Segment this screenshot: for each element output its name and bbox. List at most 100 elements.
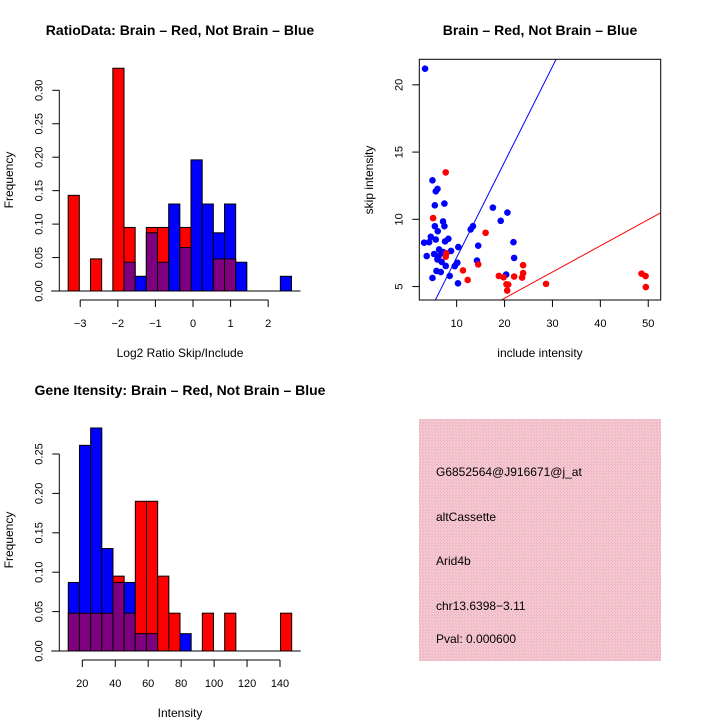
not-brain-point <box>431 222 439 230</box>
y-tick-label: 15 <box>393 146 405 158</box>
y-tick-label: 0.20 <box>33 483 45 504</box>
overlap-bar <box>145 232 159 292</box>
y-tick-label: 0.05 <box>33 601 45 622</box>
not-brain-point <box>497 217 505 225</box>
not-brain-point <box>442 262 450 270</box>
not-brain-point <box>445 235 452 243</box>
x-tick-label: 80 <box>175 678 187 690</box>
not-brain-point <box>432 188 440 195</box>
scatter-ylabel: skip intensity <box>362 146 376 215</box>
brain-point <box>429 214 437 222</box>
not-brain-point <box>455 243 462 251</box>
brain-point <box>519 261 527 269</box>
overlap-bar <box>67 612 80 652</box>
not-brain-bar <box>179 633 192 652</box>
ratio-ylabel: Frequency <box>2 152 16 209</box>
brain-point <box>482 229 489 237</box>
overlap-bar <box>179 247 192 292</box>
x-tick-label: 10 <box>451 318 463 330</box>
overlap-bar <box>101 612 114 652</box>
intensity-title: Gene Itensity: Brain – Red, Not Brain – … <box>35 382 326 398</box>
brain-bar <box>134 500 147 652</box>
x-tick-label: 50 <box>642 318 654 330</box>
brain-bar <box>145 500 159 652</box>
overlap-bar <box>78 612 92 652</box>
brain-point <box>504 281 512 288</box>
x-tick-label: 20 <box>498 318 510 330</box>
not-brain-point <box>421 65 429 73</box>
not-brain-bar <box>134 275 147 292</box>
x-tick-label: 0 <box>190 318 196 330</box>
overlap-bar <box>90 612 103 652</box>
pval: Pval: 0.000600 <box>436 632 516 646</box>
not-brain-bar <box>190 159 203 292</box>
brain-point <box>642 272 649 280</box>
overlap-bar <box>212 258 226 292</box>
overlap-bar <box>145 633 159 652</box>
blue-fit-line <box>434 59 557 300</box>
not-brain-point <box>454 280 462 287</box>
x-tick-label: −1 <box>149 318 162 330</box>
y-tick-label: 5 <box>393 283 405 289</box>
brain-point <box>464 276 471 284</box>
x-tick-label: 60 <box>142 678 154 690</box>
brain-point <box>510 273 518 280</box>
not-brain-point <box>432 236 440 243</box>
brain-point <box>503 287 511 294</box>
intensity-histogram: 20 40 60 80 100 120 140 0.00 0.05 0.10 0.15 0.20 0.2… <box>33 427 301 690</box>
not-brain-point <box>441 200 448 207</box>
not-brain-point <box>469 222 477 230</box>
overlap-bar <box>134 633 147 652</box>
x-tick-label: 1 <box>228 318 234 330</box>
not-brain-point <box>429 177 436 184</box>
brain-point <box>442 169 450 176</box>
x-tick-label: 100 <box>205 678 223 690</box>
scatter-xlabel: include intensity <box>497 346 582 360</box>
ratio-title: RatioData: Brain – Red, Not Brain – Blue <box>46 22 315 38</box>
y-tick-label: 0.20 <box>33 146 45 167</box>
location: chr13.6398−3.11 <box>436 599 526 613</box>
not-brain-point <box>438 258 446 266</box>
x-tick-label: −3 <box>74 318 87 330</box>
event-type: altCassette <box>436 510 496 524</box>
not-brain-bar <box>201 203 214 292</box>
brain-bar <box>168 612 181 652</box>
y-tick-label: 0.15 <box>33 180 45 201</box>
x-tick-label: −2 <box>112 318 125 330</box>
y-tick-label: 0.00 <box>33 640 45 661</box>
not-brain-point <box>420 239 428 247</box>
x-tick-label: 20 <box>76 678 88 690</box>
intensity-xlabel: Intensity <box>158 706 203 720</box>
not-brain-point <box>510 254 518 262</box>
not-brain-point <box>429 274 436 282</box>
gene-name: Arid4b <box>436 554 471 568</box>
y-tick-label: 0.10 <box>33 213 45 234</box>
brain-bar <box>112 67 125 292</box>
intensity-scatter: 10 20 30 40 50 5 10 15 20 <box>393 58 662 330</box>
not-brain-point <box>427 233 435 241</box>
info-panel: G6852564@J916671@j_at altCassette Arid4b… <box>419 419 661 661</box>
brain-bar <box>67 194 80 292</box>
not-brain-bar <box>279 275 293 292</box>
y-tick-label: 0.25 <box>33 113 45 134</box>
brain-bar <box>90 258 103 292</box>
overlap-bar <box>123 261 136 292</box>
red-fit-line <box>500 212 661 300</box>
overlap-bar <box>112 581 125 652</box>
not-brain-point <box>454 259 461 267</box>
scatter-title: Brain – Red, Not Brain – Blue <box>443 22 638 38</box>
y-tick-label: 0.30 <box>33 80 45 101</box>
brain-bar <box>201 612 215 652</box>
brain-bar <box>157 575 170 652</box>
intensity-ylabel: Frequency <box>2 512 16 569</box>
plot-frame <box>418 58 662 301</box>
not-brain-point <box>431 202 439 209</box>
overlap-bar <box>157 261 170 292</box>
not-brain-point <box>489 204 497 211</box>
x-tick-label: 40 <box>594 318 606 330</box>
y-tick-label: 0.00 <box>33 280 45 301</box>
not-brain-point <box>510 238 517 246</box>
not-brain-bar <box>235 261 248 292</box>
not-brain-point <box>446 272 454 280</box>
y-tick-label: 0.25 <box>33 443 45 464</box>
